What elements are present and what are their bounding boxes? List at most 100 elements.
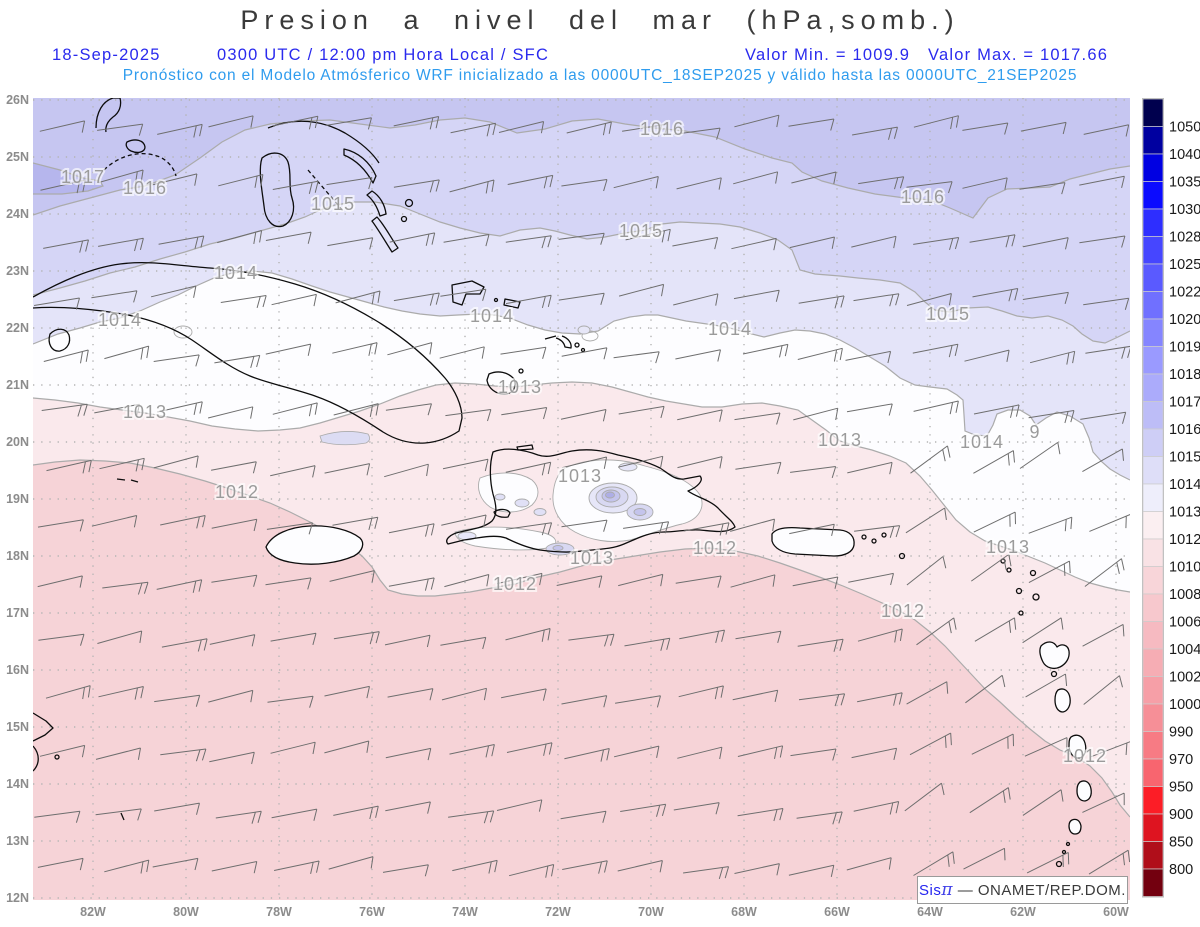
isobar-label: 1014 — [98, 310, 142, 330]
colorbar-block — [1142, 648, 1164, 677]
colorbar-block — [1142, 208, 1164, 237]
colorbar-block — [1142, 456, 1164, 485]
valor-min: Valor Min. = 1009.9 — [745, 46, 911, 64]
lon-label: 64W — [917, 905, 943, 919]
colorbar-block — [1142, 181, 1164, 210]
colorbar-block — [1142, 703, 1164, 732]
lat-label: 16N — [6, 663, 29, 677]
isobar-label: 1015 — [926, 304, 970, 324]
coastlines — [33, 98, 1092, 868]
colorbar-block — [1142, 841, 1164, 870]
isobar-label: 1013 — [498, 377, 542, 397]
isobar-contours — [33, 117, 1130, 818]
isobar-label: 1016 — [901, 187, 945, 207]
colorbar-tick-label: 1035 — [1169, 175, 1200, 191]
pi-icon: π — [941, 880, 954, 900]
colorbar-block — [1142, 98, 1164, 127]
isobar-label: 1014 — [470, 306, 514, 326]
credits-box: Sis π — ONAMET/REP.DOM. — [917, 876, 1128, 904]
colorbar-tick-label: 1040 — [1169, 147, 1200, 163]
model-init-line: Pronóstico con el Modelo Atmósferico WRF… — [122, 67, 1078, 84]
isobar-labels: 1017 1016 1016 1016 1015 1015 1015 1014 1014 1014… — [59, 117, 1108, 768]
isobar-label: 1014 — [960, 432, 1004, 452]
colorbar-block — [1142, 483, 1164, 512]
isobar-label: 1012 — [693, 538, 737, 558]
isobar-label: 1017 — [61, 167, 105, 187]
lat-label: 17N — [6, 606, 29, 620]
isobar-label: 1012 — [493, 574, 537, 594]
colorbar-block — [1142, 621, 1164, 650]
colorbar-block — [1142, 758, 1164, 787]
colorbar-block — [1142, 126, 1164, 155]
lat-label: 25N — [6, 150, 29, 164]
colorbar-tick-label: 1013 — [1169, 505, 1200, 521]
isobar-label: 1013 — [558, 466, 602, 486]
colorbar-block — [1142, 731, 1164, 760]
lat-label: 12N — [6, 891, 29, 905]
colorbar-block — [1142, 511, 1164, 540]
colorbar-tick-label: 1017 — [1169, 395, 1200, 411]
colorbar-tick-label: 1014 — [1169, 477, 1200, 493]
colorbar-tick-label: 1022 — [1169, 285, 1200, 301]
colorbar-tick-label: 1020 — [1169, 312, 1200, 328]
isobar-label: 1014 — [214, 263, 258, 283]
lat-label: 19N — [6, 492, 29, 506]
colorbar-block — [1142, 291, 1164, 320]
lat-label: 15N — [6, 720, 29, 734]
colorbar-tick-label: 950 — [1169, 780, 1193, 796]
colorbar-block — [1142, 868, 1164, 897]
lon-label: 72W — [545, 905, 571, 919]
colorbar-block — [1142, 318, 1164, 347]
lat-label: 14N — [6, 777, 29, 791]
colorbar-block — [1142, 593, 1164, 622]
colorbar-tick-label: 1050 — [1169, 120, 1200, 136]
colorbar-tick-label: 1028 — [1169, 230, 1200, 246]
lon-label: 60W — [1103, 905, 1129, 919]
colorbar-tick-label: 1004 — [1169, 642, 1200, 658]
run-time-info: 0300 UTC / 12:00 pm Hora Local / SFC — [217, 46, 550, 64]
colorbar-block — [1142, 813, 1164, 842]
colorbar-tick-label: 1012 — [1169, 532, 1200, 548]
isobar-label: 1015 — [619, 221, 663, 241]
colorbar-tick-label: 850 — [1169, 835, 1193, 851]
lon-label: 68W — [731, 905, 757, 919]
colorbar-block — [1142, 786, 1164, 815]
colorbar-block — [1142, 236, 1164, 265]
lon-label: 76W — [359, 905, 385, 919]
isobar-label: 1013 — [986, 537, 1030, 557]
colorbar-tick-label: 800 — [1169, 862, 1193, 878]
colorbar-block — [1142, 676, 1164, 705]
sispi-brand: Sis — [919, 881, 942, 899]
colorbar-block — [1142, 373, 1164, 402]
lon-label: 62W — [1010, 905, 1036, 919]
isobar-label: 1013 — [818, 430, 862, 450]
colorbar-tick-label: 1018 — [1169, 367, 1200, 383]
isobar-label: 1013 — [570, 548, 614, 568]
axis-labels: 26N 25N 24N 23N 22N 21N 20N 19N 18N 17N 16N 15N 14N 1… — [6, 93, 1129, 919]
lat-label: 21N — [6, 378, 29, 392]
lon-label: 78W — [266, 905, 292, 919]
lon-label: 70W — [638, 905, 664, 919]
colorbar-tick-label: 1002 — [1169, 670, 1200, 686]
colorbar-block — [1142, 428, 1164, 457]
colorbar-tick-label: 990 — [1169, 725, 1193, 741]
isobar-label: 1016 — [640, 119, 684, 139]
colorbar-block — [1142, 566, 1164, 595]
lat-label: 24N — [6, 207, 29, 221]
colorbar-tick-label: 1015 — [1169, 450, 1200, 466]
colorbar-tick-label: 1030 — [1169, 202, 1200, 218]
colorbar-block — [1142, 263, 1164, 292]
lat-label: 13N — [6, 834, 29, 848]
terrain-pressure-patches — [173, 325, 846, 556]
isobar-label: 9 — [1029, 422, 1040, 442]
map-area: 1017 1016 1016 1016 1015 1015 1015 1014 1014 1014… — [33, 98, 1130, 900]
isobar-label: 1016 — [123, 178, 167, 198]
colorbar-block — [1142, 346, 1164, 375]
lon-label: 82W — [80, 905, 106, 919]
onamet-credit: — ONAMET/REP.DOM. — [953, 881, 1126, 899]
colorbar-tick-label: 900 — [1169, 807, 1193, 823]
isobar-label: 1012 — [215, 482, 259, 502]
colorbar-tick-label: 1025 — [1169, 257, 1200, 273]
forecast-date: 18-Sep-2025 — [52, 46, 161, 64]
